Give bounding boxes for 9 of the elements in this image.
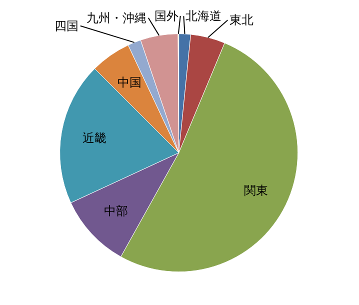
slice-label: 中国	[118, 76, 142, 90]
slice-label: 国外	[154, 8, 178, 23]
slice-label: 東北	[230, 13, 254, 28]
slice-label: 関東	[244, 183, 268, 198]
slice-label: 九州・沖縄	[86, 10, 146, 25]
slice-label: 近畿	[82, 130, 106, 145]
slice-label: 中部	[104, 204, 128, 218]
slice-label: 北海道	[186, 9, 222, 24]
slice-label: 四国	[54, 18, 78, 33]
